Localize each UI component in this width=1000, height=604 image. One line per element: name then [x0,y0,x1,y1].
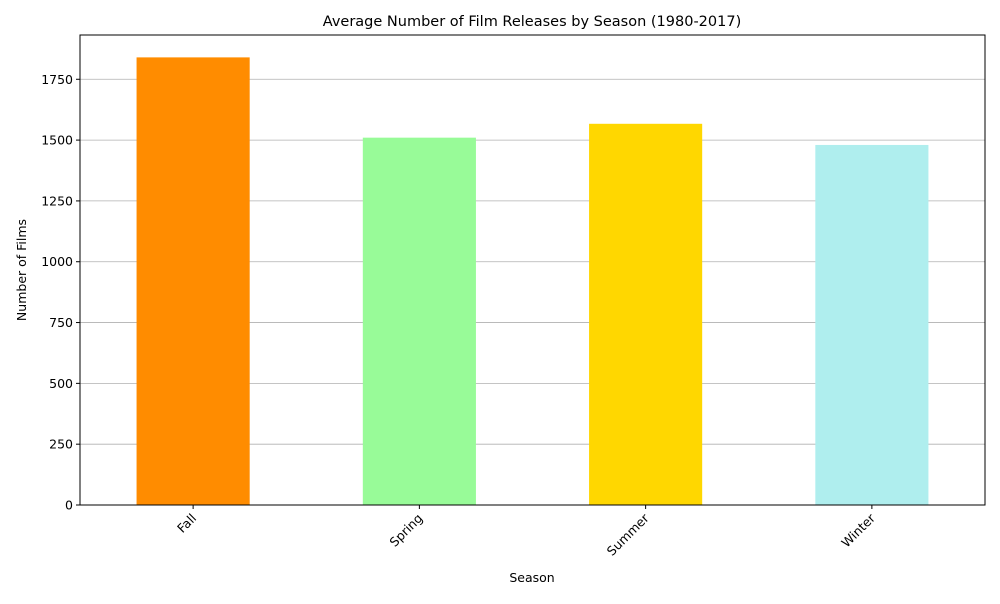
y-tick-label: 1000 [41,254,73,269]
y-tick-label: 250 [49,437,73,452]
bar-fall [136,57,250,505]
y-tick-label: 1500 [41,133,73,148]
bars [136,57,929,505]
x-tick-label: Spring [386,511,425,550]
y-tick-label: 500 [49,376,73,391]
x-tick-label: Fall [174,511,199,536]
plot-frame [79,34,986,506]
y-tick-label: 0 [65,498,73,513]
y-tick-label: 750 [49,315,73,330]
y-tick-label: 1250 [41,193,73,208]
x-tick-label: Summer [604,510,653,559]
bar-winter [815,144,929,505]
x-axis-ticks: Fall Spring Summer Winter [174,505,879,559]
y-axis-ticks: 0 250 500 750 1000 1250 1500 1750 [41,72,80,513]
bar-spring [362,137,476,505]
y-axis-label: Number of Films [14,219,29,321]
x-tick-label: Winter [838,510,878,550]
x-axis-label: Season [509,570,554,585]
chart-title: Average Number of Film Releases by Seaso… [323,14,741,30]
bar-summer [589,123,703,505]
y-tick-label: 1750 [41,72,73,87]
